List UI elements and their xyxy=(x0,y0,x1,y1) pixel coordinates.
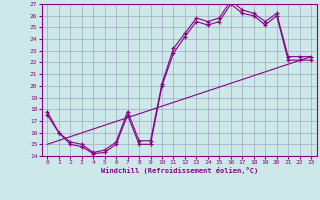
X-axis label: Windchill (Refroidissement éolien,°C): Windchill (Refroidissement éolien,°C) xyxy=(100,167,258,174)
